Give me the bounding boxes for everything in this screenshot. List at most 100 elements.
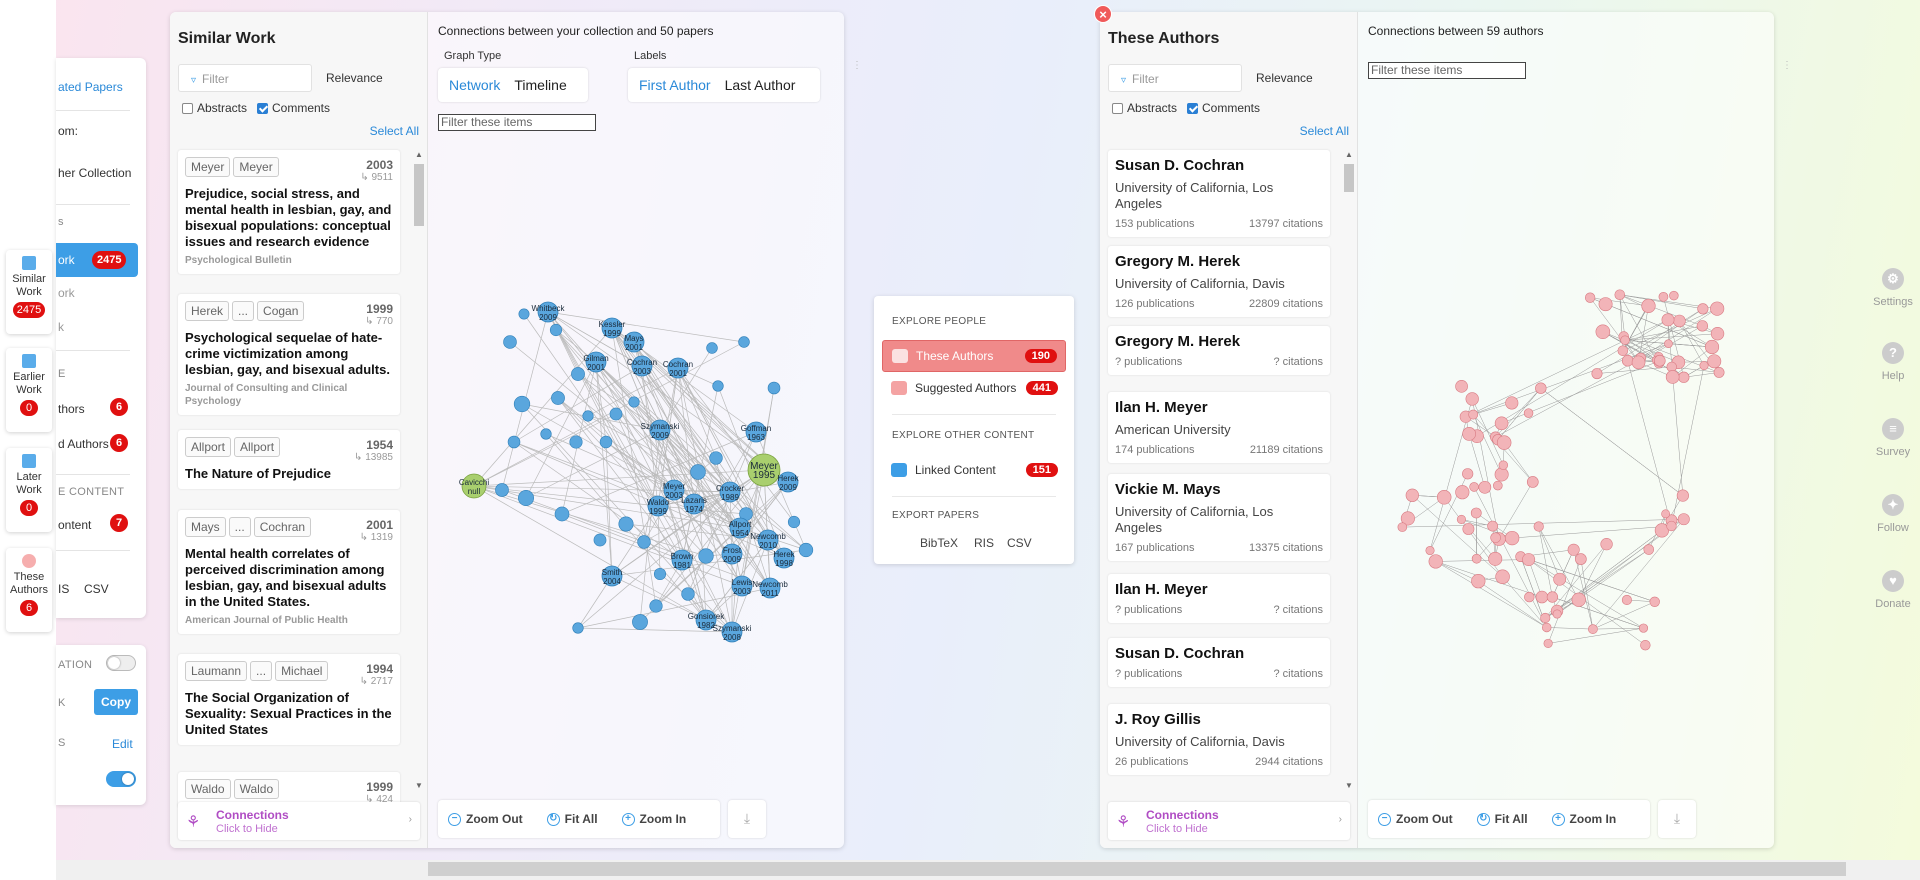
graph-node[interactable] — [712, 380, 724, 392]
follow-link[interactable]: ✦ Follow — [1866, 494, 1920, 534]
nav-earlier-work[interactable]: Earlier Work 0 — [6, 348, 52, 432]
graph-node[interactable] — [1535, 590, 1549, 604]
connections-toggle[interactable]: ⚘ Connections Click to Hide › — [178, 802, 420, 840]
fit-all-button[interactable]: ↻ Fit All — [1476, 812, 1528, 826]
author-chip[interactable]: Meyer — [233, 157, 279, 177]
graph-node[interactable] — [1710, 301, 1725, 316]
graph-node[interactable] — [518, 308, 530, 320]
graph-node[interactable] — [1462, 427, 1476, 441]
paper-card[interactable]: Mays... Cochran 2001 ↳ 1319 Mental health… — [178, 510, 400, 634]
graph-node[interactable] — [681, 587, 695, 601]
scroll-up-arrow[interactable]: ▲ — [415, 150, 423, 159]
graph-node[interactable] — [540, 428, 552, 440]
graph-node[interactable] — [518, 490, 534, 506]
survey-link[interactable]: ≡ Survey — [1866, 418, 1920, 458]
graph-node[interactable] — [1425, 545, 1435, 556]
graph-node[interactable] — [1595, 324, 1611, 340]
comments-checkbox[interactable]: Comments — [257, 101, 330, 115]
graph-node[interactable] — [1465, 392, 1479, 406]
nav-later-work[interactable]: Later Work 0 — [6, 448, 52, 532]
resize-handle[interactable]: ⋮ — [1782, 60, 1792, 71]
paper-title[interactable]: Psychological sequelae of hate-crime vic… — [185, 330, 390, 377]
checkbox-box[interactable] — [182, 102, 193, 114]
graph-node[interactable] — [1546, 591, 1559, 603]
list-scrollbar[interactable]: ▲ ▼ — [1343, 150, 1355, 790]
graph-node[interactable] — [1495, 569, 1510, 584]
author-chip[interactable]: ... — [232, 301, 255, 321]
graph-node[interactable] — [571, 367, 585, 381]
graph-node[interactable] — [1493, 480, 1503, 491]
checkbox-box[interactable] — [1112, 102, 1123, 114]
download-button[interactable]: ⤓ — [728, 800, 766, 838]
graph-node[interactable] — [1666, 520, 1677, 532]
paper-title[interactable]: The Social Organization of Sexuality: Se… — [185, 690, 392, 737]
graph-node[interactable] — [1704, 339, 1720, 355]
paper-title[interactable]: The Nature of Prejudice — [185, 466, 331, 481]
graph-node[interactable] — [1600, 538, 1613, 551]
graph-node[interactable] — [1665, 370, 1680, 384]
graph-node[interactable] — [1533, 521, 1544, 532]
graph-node[interactable] — [1487, 520, 1499, 532]
filter-input[interactable]: Filter — [1108, 64, 1242, 92]
graph-node[interactable] — [1498, 460, 1509, 470]
graph-node[interactable] — [1638, 623, 1649, 633]
graph-node[interactable] — [593, 533, 607, 547]
graph-node[interactable] — [1664, 339, 1673, 348]
paper-card[interactable]: Herek... Cogan 1999 ↳ 770 Psychological s… — [178, 294, 400, 415]
author-chip[interactable]: Michael — [275, 661, 329, 681]
graph-node[interactable] — [1697, 303, 1709, 315]
fit-all-button[interactable]: ↻ Fit All — [546, 812, 598, 826]
author-chip[interactable]: Allport — [185, 437, 232, 457]
graph-node[interactable] — [798, 542, 814, 558]
graph-node[interactable] — [551, 391, 565, 405]
author-chip[interactable]: Meyer — [185, 157, 231, 177]
horizontal-scrollbar-thumb[interactable] — [428, 862, 1846, 876]
graph-node[interactable] — [1469, 482, 1479, 492]
author-card[interactable]: Gregory M. Herek ? publications ? citatio… — [1108, 326, 1330, 375]
graph-node[interactable] — [1436, 490, 1452, 505]
graph-node[interactable] — [507, 435, 521, 449]
graph-node[interactable] — [706, 342, 718, 354]
help-link[interactable]: ? Help — [1866, 342, 1920, 382]
graph-node[interactable] — [1677, 513, 1690, 526]
graph-node[interactable] — [1620, 335, 1630, 345]
filter-input[interactable]: Filter — [178, 64, 312, 92]
graph-node[interactable] — [1567, 543, 1580, 556]
graph-node[interactable] — [1673, 314, 1686, 328]
graph-node[interactable] — [1504, 530, 1520, 546]
graph-node[interactable] — [549, 323, 563, 337]
graph-node[interactable] — [1488, 551, 1503, 566]
author-chip[interactable]: Cogan — [257, 301, 305, 321]
bg-item[interactable]: ated Papers — [58, 80, 123, 94]
author-chip[interactable]: Cochran — [253, 517, 312, 537]
graph-node[interactable] — [1649, 596, 1660, 607]
paper-title[interactable]: Prejudice, social stress, and mental hea… — [185, 186, 392, 249]
graph-node[interactable] — [1591, 368, 1603, 380]
graph-node[interactable] — [1478, 480, 1492, 494]
graph-node[interactable] — [1553, 572, 1567, 586]
graph-node[interactable] — [1490, 532, 1501, 543]
graph-filter-input[interactable]: Filter these items — [438, 114, 596, 131]
graph-node[interactable] — [1669, 290, 1679, 301]
author-chip[interactable]: Mays — [185, 517, 226, 537]
bg-active-item[interactable]: ork 2475 — [56, 243, 138, 277]
graph-node[interactable] — [1588, 624, 1598, 634]
author-chip[interactable]: ... — [250, 661, 273, 681]
paper-title[interactable]: Mental health correlates of perceived di… — [185, 546, 387, 609]
author-name[interactable]: Gregory M. Herek — [1115, 333, 1241, 350]
checkbox-box[interactable] — [257, 102, 268, 114]
author-card[interactable]: Vickie M. Mays University of California,… — [1108, 474, 1330, 561]
author-name[interactable]: Susan D. Cochran — [1115, 157, 1245, 174]
close-panel-button[interactable]: × — [1094, 5, 1112, 23]
